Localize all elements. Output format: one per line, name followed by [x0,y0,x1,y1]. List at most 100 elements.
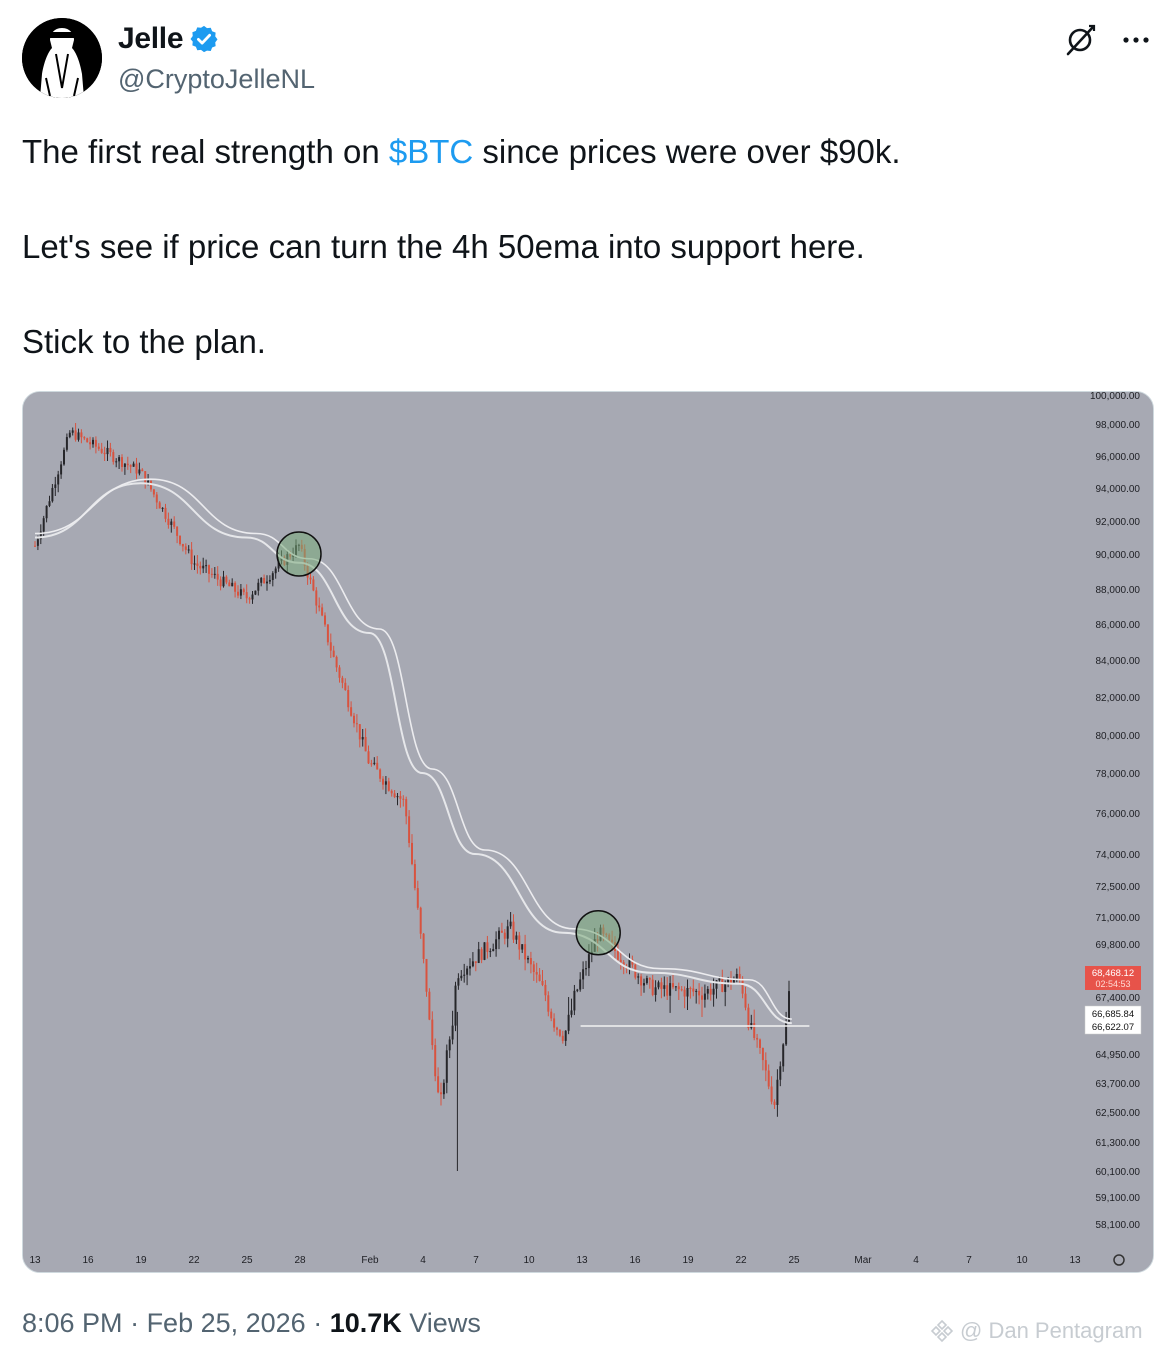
candle-body [437,1076,440,1093]
grok-icon[interactable] [1062,22,1098,58]
tweet-time[interactable]: 8:06 PM [22,1308,123,1338]
tweet-date[interactable]: Feb 25, 2026 [146,1308,306,1338]
candle-body [654,987,657,995]
price-tick-label: 90,000.00 [1096,550,1141,561]
time-tick-label: 4 [420,1255,426,1266]
candle-body [431,1019,434,1046]
time-tick-label: 19 [135,1255,147,1266]
candle-body [556,1027,558,1030]
candle-body [788,991,790,1022]
candle-body [335,656,338,668]
candle-body [471,961,474,967]
candle-body [454,985,457,1026]
candle-body [225,576,228,583]
time-tick-label: 13 [1069,1255,1081,1266]
candle-body [341,677,344,683]
candle-body [144,471,147,485]
candle-body [219,579,222,587]
time-tick-label: Mar [854,1255,872,1266]
candle-body [118,457,121,462]
chart-settings-icon [1113,1254,1125,1266]
candle-body [434,1045,437,1077]
candle-body [666,985,669,996]
candle-body [237,591,239,596]
time-tick-label: 25 [788,1255,800,1266]
candle-body [164,507,167,519]
candle-body [657,982,660,988]
candle-body [411,842,413,865]
candle-body [181,544,184,547]
candle-body [506,926,509,939]
candle-body [167,518,170,525]
candle-body [138,469,141,474]
name-row: Jelle [118,22,219,56]
candle-body [564,1030,567,1041]
candle-body [312,579,315,591]
candle-body [428,991,431,1020]
candle-body [759,1039,761,1048]
candle-body [756,1037,759,1040]
candle-body [260,577,263,583]
candle-body [173,521,176,527]
candle-body [97,446,100,449]
candle-body [524,944,527,960]
candle-body [709,988,712,995]
handle[interactable]: @CryptoJelleNL [118,64,315,94]
candle-body [318,605,321,608]
candle-body [376,762,379,770]
candle-body [387,781,390,791]
candle-body [338,667,341,678]
candle-body [419,907,422,934]
more-icon[interactable] [1118,28,1154,52]
price-tick-label: 78,000.00 [1096,769,1141,780]
candle-body [686,987,689,997]
candle-body [112,452,115,462]
candle-body [358,724,361,740]
tweet-line-2: Let's see if price can turn the 4h 50ema… [22,228,865,265]
time-tick-label: 7 [473,1255,479,1266]
candle-body [135,463,138,474]
candle-body [489,951,492,953]
candle-body [54,484,57,488]
candle-body [764,1060,767,1071]
views-count[interactable]: 10.7K [329,1308,402,1338]
candle-body [344,682,347,691]
tweet-header: Jelle @CryptoJelleNL [22,18,1152,102]
price-tick-label: 92,000.00 [1096,517,1141,528]
candle-body [106,447,109,455]
candle-body [405,799,408,817]
chart-image[interactable]: 68,468.12 02:54:53 66,685.84 66,622.07 100,… [22,391,1154,1273]
tweet-text-segment: since prices were over $90k. [473,133,901,170]
candle-body [170,521,173,525]
candle-body [83,437,86,439]
cashtag-link[interactable]: $BTC [388,133,474,170]
candle-body [445,1050,448,1083]
candle-body [161,507,164,509]
candle-body [785,1021,788,1045]
time-tick-label: Feb [361,1255,379,1266]
candle-body [176,526,179,536]
candle-body [643,983,645,986]
display-name[interactable]: Jelle [118,22,184,55]
ema-value-label-2: 66,622.07 [1092,1022,1134,1033]
avatar[interactable] [22,18,102,98]
candle-body [553,1018,556,1028]
footer-separator: · [122,1308,147,1338]
candle-body [587,954,590,969]
candle-body [147,480,150,485]
candle-body [469,966,471,969]
candle-body [42,518,45,532]
candle-body [573,990,576,1011]
candle-body [532,964,535,973]
candle-body [515,935,518,940]
price-tick-label: 71,000.00 [1096,913,1141,924]
candle-body [561,1035,564,1041]
candle-body [100,448,103,453]
candle-body [735,973,738,980]
candle-body [248,598,251,600]
price-tick-label: 80,000.00 [1096,731,1141,742]
candle-body [65,437,68,450]
candle-body [619,959,622,963]
candle-body [379,769,382,779]
